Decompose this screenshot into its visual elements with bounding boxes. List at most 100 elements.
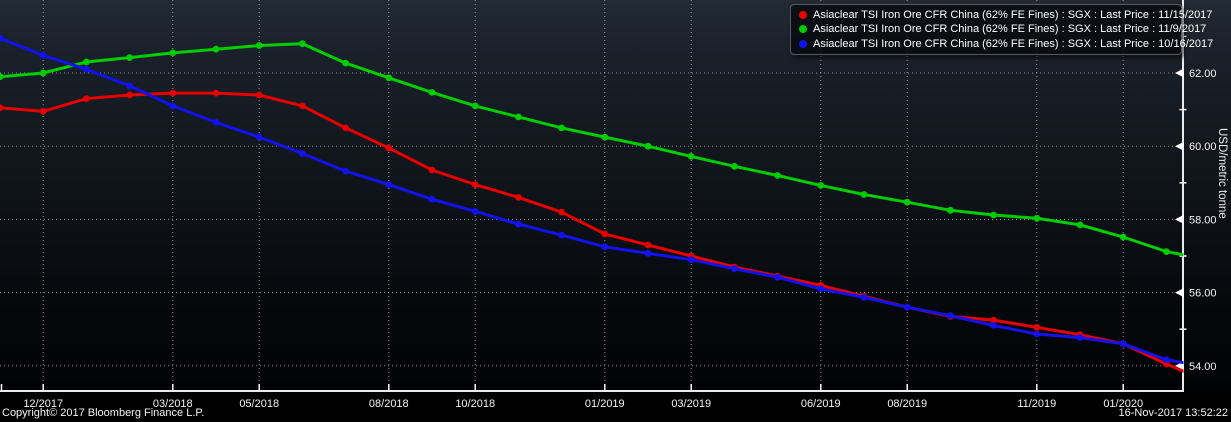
data-point-marker [515, 113, 522, 121]
data-point-marker [385, 144, 393, 152]
legend-item-last-price-11-15-2017[interactable]: Asiaclear TSI Iron Ore CFR China (62% FE… [799, 8, 1212, 22]
data-point-marker [947, 312, 954, 320]
data-point-marker [644, 241, 652, 249]
data-point-marker [644, 250, 652, 257]
legend-label: Asiaclear TSI Iron Ore CFR China (62% FE… [813, 9, 1213, 22]
data-point-marker [83, 65, 90, 73]
data-point-marker [471, 207, 479, 215]
data-point-marker [83, 58, 90, 66]
data-point-marker [39, 52, 47, 59]
data-point-marker [255, 133, 263, 141]
x-tick-label: 08/2019 [887, 398, 927, 410]
data-point-marker [1076, 221, 1084, 229]
data-point-marker [601, 230, 609, 238]
data-point-marker [990, 316, 997, 324]
data-point-marker [687, 256, 695, 264]
data-point-marker [385, 74, 393, 82]
data-point-marker [299, 40, 306, 48]
data-point-marker [428, 89, 436, 96]
series-line-green [0, 40, 1184, 257]
data-point-marker [471, 102, 479, 110]
data-point-marker [0, 34, 4, 42]
data-point-marker [471, 181, 479, 189]
y-tick-label: 62.00 [1189, 68, 1217, 80]
y-tick-arrow-icon [1175, 214, 1184, 224]
data-point-marker [903, 303, 911, 311]
timestamp: 16-Nov-2017 13:52:22 [1118, 407, 1228, 419]
data-point-marker [731, 265, 738, 273]
data-point-marker [774, 273, 781, 281]
data-point-marker [255, 91, 263, 99]
data-point-marker [990, 322, 997, 329]
data-point-marker [428, 195, 436, 203]
legend-item-last-price-10-16-2017[interactable]: Asiaclear TSI Iron Ore CFR China (62% FE… [799, 37, 1213, 51]
data-point-marker [601, 133, 609, 141]
data-point-marker [817, 182, 825, 189]
data-point-marker [255, 42, 263, 49]
y-tick-arrow-icon [1175, 288, 1184, 298]
data-point-marker [212, 89, 220, 97]
data-point-marker [126, 82, 133, 90]
x-tick-label: 01/2019 [585, 398, 625, 410]
data-point-marker [947, 206, 954, 214]
y-tick-label: 56.00 [1189, 288, 1217, 300]
data-point-marker [817, 285, 825, 293]
x-tick-label: 03/2019 [671, 398, 711, 410]
x-tick-label: 10/2018 [455, 398, 495, 410]
data-point-marker [169, 102, 177, 110]
data-point-marker [126, 91, 133, 99]
data-point-marker [558, 208, 565, 216]
data-point-marker [1076, 334, 1084, 341]
data-point-marker [687, 153, 695, 160]
x-tick-label: 08/2018 [369, 398, 409, 410]
data-point-marker [126, 54, 133, 61]
data-point-marker [860, 294, 868, 301]
data-point-marker [169, 49, 177, 57]
series-line-blue [0, 36, 1184, 365]
y-tick-label: 58.00 [1189, 214, 1217, 226]
series-line-blue [0, 34, 1184, 365]
data-point-marker [1163, 248, 1170, 256]
y-tick-arrow-icon [1175, 68, 1184, 78]
data-point-marker [860, 191, 868, 198]
data-point-marker [558, 124, 565, 132]
copyright-text: Copyright© 2017 Bloomberg Finance L.P. [2, 407, 205, 419]
data-point-marker [1119, 233, 1127, 241]
legend-item-last-price-11-9-2017[interactable]: Asiaclear TSI Iron Ore CFR China (62% FE… [799, 22, 1206, 36]
legend: Asiaclear TSI Iron Ore CFR China (62% FE… [790, 4, 1213, 55]
data-point-marker [774, 172, 781, 179]
data-point-marker [0, 104, 4, 112]
data-point-marker [515, 220, 522, 228]
data-point-marker [212, 45, 220, 53]
y-tick-arrow-icon [1175, 141, 1184, 151]
data-point-marker [1163, 356, 1170, 363]
y-tick-label: 60.00 [1189, 141, 1217, 153]
data-point-marker [1033, 324, 1041, 331]
x-tick-label: 12/2017 [23, 398, 63, 410]
x-tick-label: 05/2018 [239, 398, 279, 410]
data-point-marker [299, 102, 306, 110]
data-point-marker [644, 142, 652, 150]
data-point-marker [385, 181, 393, 189]
y-axis-title: USD/metric tonne [1216, 128, 1228, 219]
data-point-marker [1033, 330, 1041, 338]
data-point-marker [558, 231, 565, 239]
data-point-marker [39, 108, 47, 115]
legend-bullet-blue-icon [799, 39, 807, 48]
legend-label: Asiaclear TSI Iron Ore CFR China (62% FE… [813, 23, 1207, 36]
legend-label: Asiaclear TSI Iron Ore CFR China (62% FE… [813, 37, 1214, 50]
x-tick-label: 03/2018 [153, 398, 193, 410]
data-point-marker [299, 150, 306, 157]
data-point-marker [1206, 379, 1213, 386]
data-point-marker [903, 198, 911, 206]
data-point-marker [0, 73, 4, 81]
x-tick-label: 11/2019 [1017, 398, 1056, 410]
data-point-marker [1033, 214, 1041, 222]
data-point-marker [342, 59, 349, 67]
data-point-marker [731, 162, 738, 170]
series-line-red [0, 89, 1213, 386]
data-point-marker [990, 211, 997, 219]
data-point-marker [39, 69, 47, 77]
